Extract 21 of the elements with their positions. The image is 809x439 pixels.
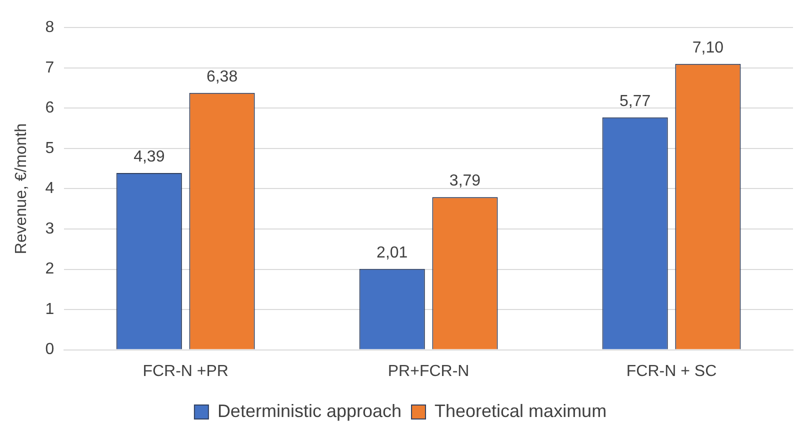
x-tick-label: FCR-N +PR	[142, 362, 228, 380]
y-axis-title: Revenue, €/month	[13, 123, 30, 254]
data-label: 7,10	[692, 39, 724, 56]
legend-label: Deterministic approach	[217, 400, 402, 421]
x-tick-label: FCR-N + SC	[626, 362, 717, 380]
data-label: 6,38	[206, 68, 238, 86]
y-tick-label: 3	[45, 220, 54, 238]
legend-label: Theoretical maximum	[434, 400, 607, 421]
y-tick-label: 6	[45, 100, 54, 117]
y-tick-label: 7	[45, 59, 54, 76]
y-tick-label: 8	[45, 19, 54, 36]
y-tick-label: 4	[45, 180, 54, 198]
data-label: 4,39	[134, 148, 165, 166]
y-tick-label: 2	[45, 260, 54, 278]
data-label: 3,79	[449, 172, 481, 190]
x-tick-label: PR+FCR-N	[388, 362, 470, 380]
data-label: 5,77	[620, 92, 651, 110]
y-tick-label: 0	[45, 341, 54, 358]
y-tick-label: 1	[45, 300, 54, 318]
data-label: 2,01	[376, 244, 408, 262]
y-tick-label: 5	[45, 140, 54, 157]
